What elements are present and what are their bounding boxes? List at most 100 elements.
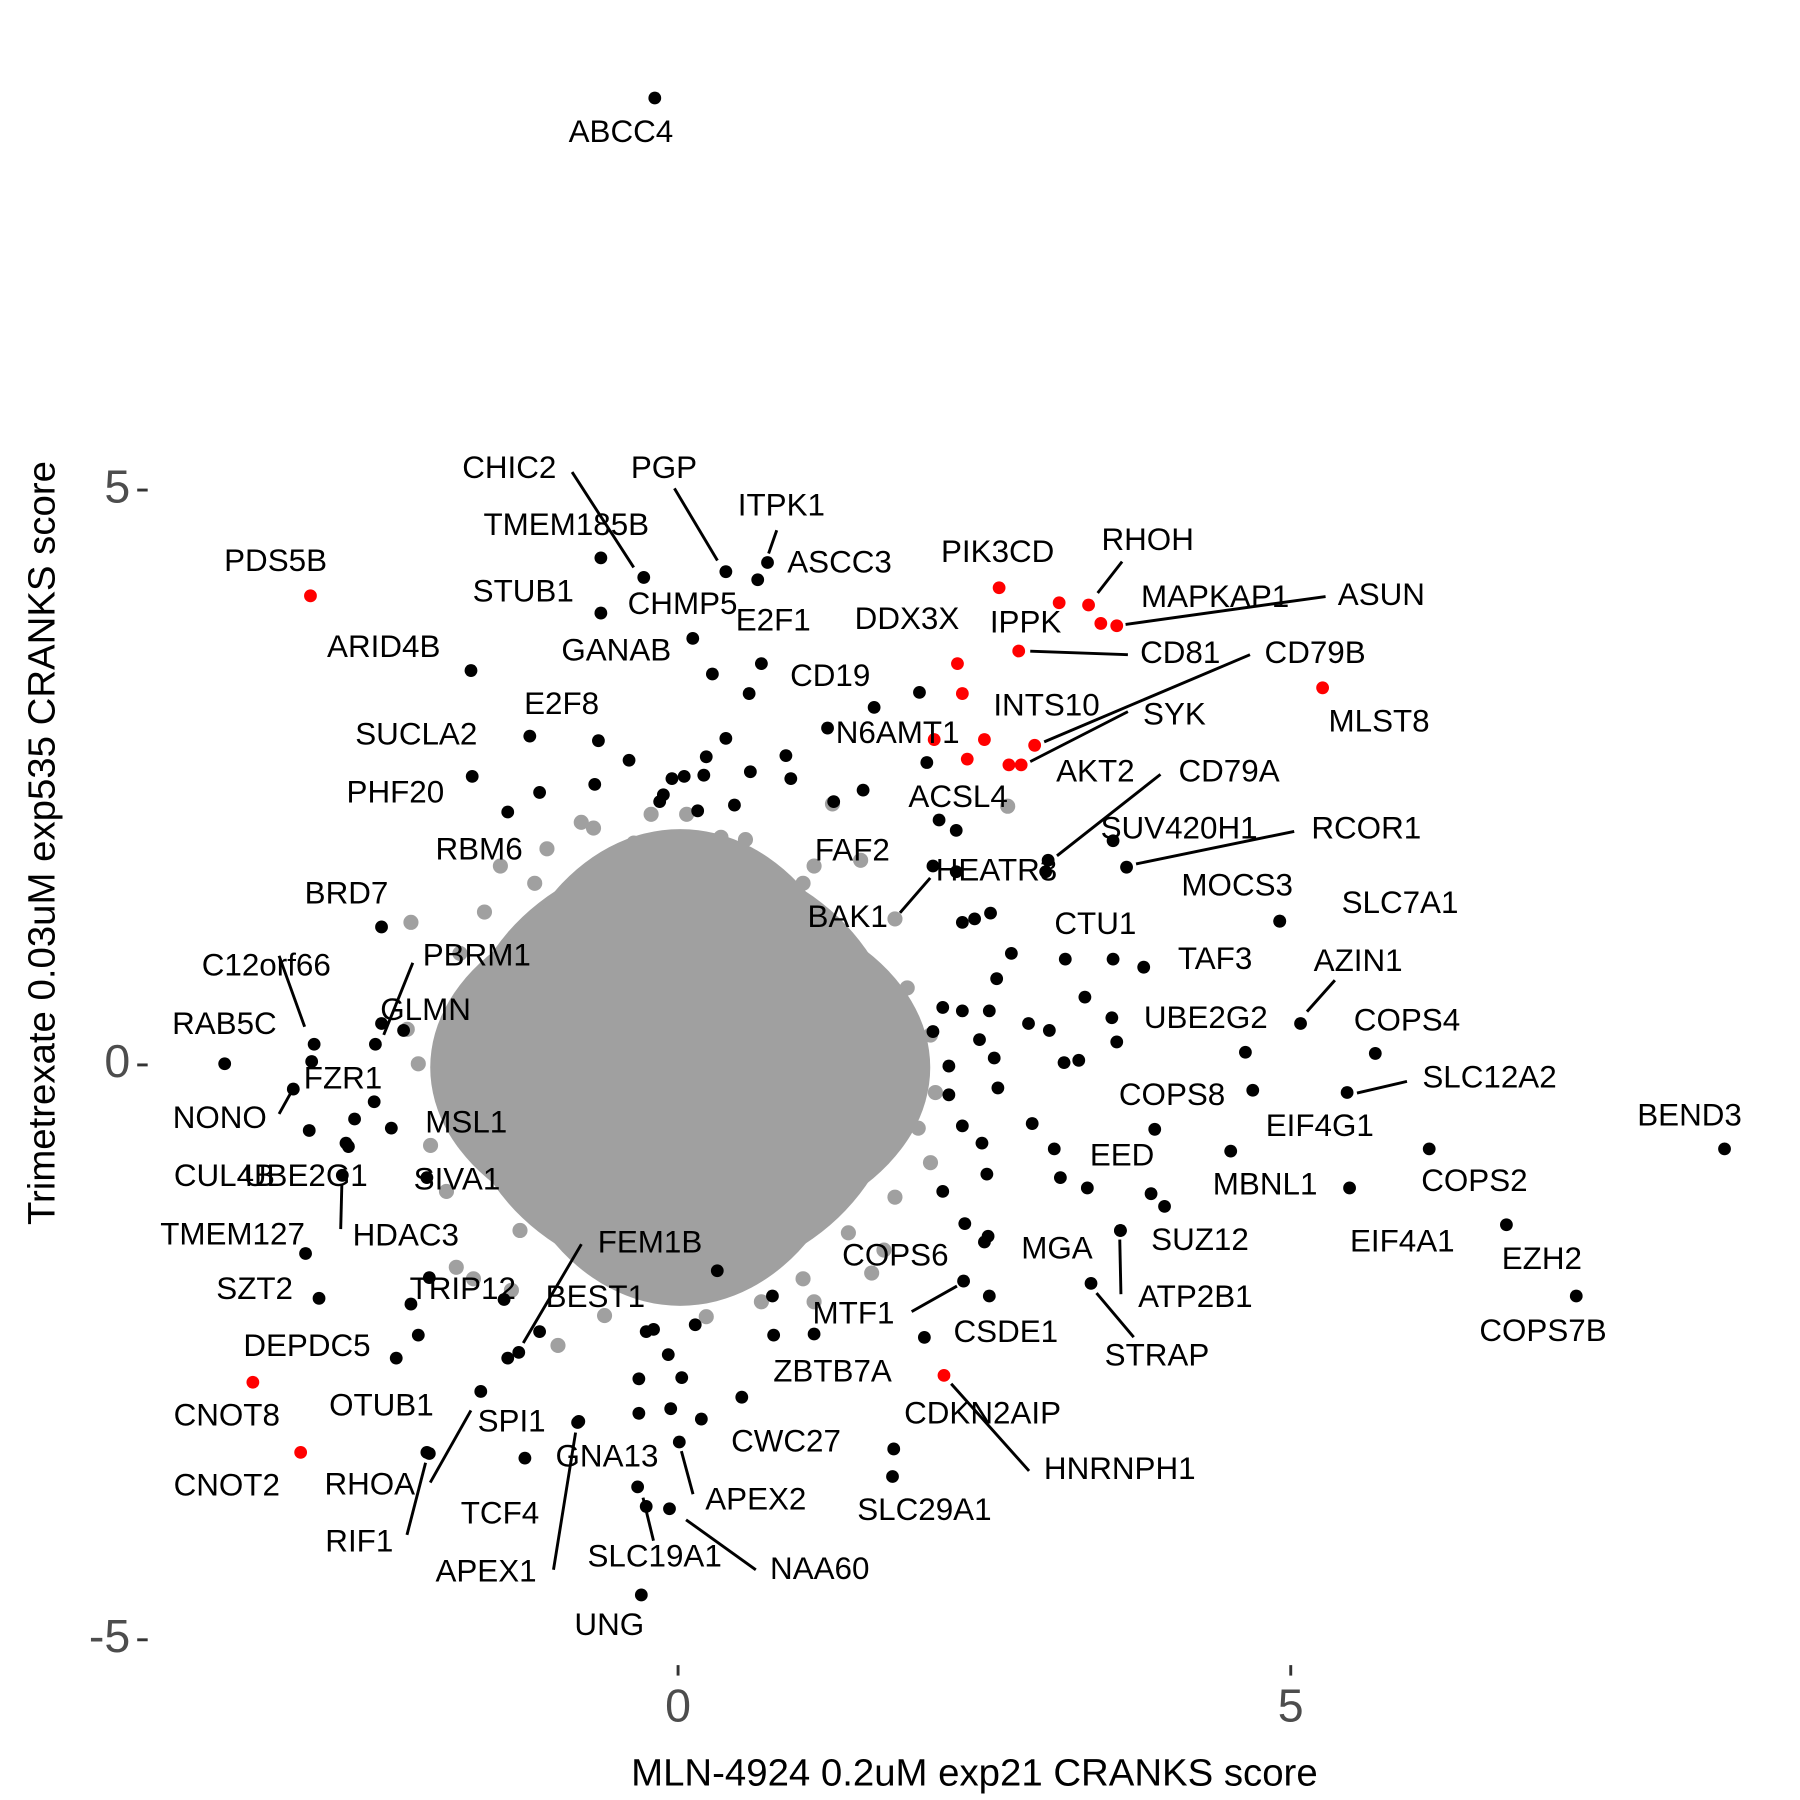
point-label: UNG — [574, 1607, 644, 1642]
point — [1422, 1142, 1436, 1156]
point — [980, 1167, 994, 1181]
point — [991, 1081, 1005, 1095]
x-tick-label: 5 — [1278, 1680, 1304, 1732]
point-label: FEM1B — [598, 1224, 703, 1259]
point-label: SZT2 — [216, 1271, 293, 1306]
point — [1106, 834, 1120, 848]
point-label: SPI1 — [478, 1404, 546, 1439]
point-label: PGP — [631, 450, 697, 485]
point — [710, 1264, 724, 1278]
point — [1000, 798, 1016, 814]
leader-line — [673, 487, 719, 562]
point — [920, 756, 934, 769]
point — [955, 1004, 969, 1018]
point — [539, 841, 555, 857]
point-label: MLST8 — [1328, 704, 1429, 739]
point — [384, 1121, 398, 1135]
point — [957, 1274, 970, 1288]
point — [719, 732, 733, 745]
point — [1042, 1024, 1056, 1037]
point — [742, 687, 756, 700]
point-label: CNOT2 — [174, 1468, 280, 1503]
point-label: MAPKAP1 — [1141, 579, 1289, 614]
dense-point-cloud — [494, 829, 867, 1306]
point — [246, 1375, 260, 1389]
point-label: CUL4B — [174, 1158, 275, 1193]
point — [955, 915, 969, 929]
point-label: ASCC3 — [787, 544, 892, 579]
point-label: DDX3X — [855, 601, 960, 636]
point-label: HNRNPH1 — [1044, 1451, 1196, 1486]
point — [982, 1004, 996, 1018]
point-label: SLC12A2 — [1422, 1059, 1556, 1094]
point — [1084, 1276, 1098, 1290]
point — [1158, 1199, 1171, 1213]
point — [951, 657, 964, 671]
point-label: CWC27 — [731, 1423, 841, 1458]
point-label: PDS5B — [224, 543, 327, 578]
point-label: BEND3 — [1637, 1098, 1742, 1133]
point — [686, 631, 700, 645]
point — [550, 1337, 566, 1354]
point-label: ACSL4 — [908, 779, 1007, 814]
point — [594, 606, 608, 620]
point — [806, 1294, 822, 1310]
point-label: TMEM185B — [483, 507, 649, 542]
point — [661, 1348, 675, 1362]
point — [367, 1095, 381, 1109]
point — [1246, 1083, 1260, 1097]
point — [1012, 644, 1026, 658]
point — [533, 1325, 546, 1339]
point — [735, 1390, 749, 1404]
point — [1041, 853, 1055, 867]
point-label: HEATR3 — [936, 852, 1057, 887]
point — [960, 752, 974, 766]
point — [286, 1082, 300, 1096]
point-label: SLC7A1 — [1342, 885, 1459, 920]
point — [779, 749, 793, 763]
point — [982, 1289, 996, 1303]
point — [299, 1247, 312, 1260]
point — [452, 945, 468, 961]
point — [312, 1291, 326, 1305]
point-label: EIF4G1 — [1266, 1108, 1374, 1143]
point — [949, 865, 963, 879]
point-label: COPS4 — [1354, 1002, 1460, 1037]
point-label: MTF1 — [813, 1295, 895, 1330]
point — [806, 858, 822, 874]
y-axis-title: Trimetrexate 0.03uM exp535 CRANKS score — [20, 461, 63, 1225]
point-label: STUB1 — [473, 573, 574, 608]
point-label: SUV420H1 — [1101, 811, 1258, 846]
point — [992, 581, 1006, 595]
point — [675, 1371, 689, 1385]
point — [464, 664, 478, 677]
point — [1718, 1142, 1731, 1156]
point — [784, 772, 798, 786]
point-label: EIF4A1 — [1350, 1223, 1455, 1258]
point-label: SIVA1 — [414, 1162, 501, 1197]
point — [1002, 758, 1016, 772]
point — [438, 1183, 455, 1199]
point — [1273, 914, 1287, 928]
point — [465, 769, 479, 783]
point — [512, 1345, 526, 1359]
point-label: APEX1 — [435, 1554, 536, 1589]
point-label: BRD7 — [305, 876, 389, 911]
point — [1072, 1053, 1086, 1067]
point — [926, 859, 940, 873]
point — [754, 657, 768, 671]
point — [410, 1056, 426, 1072]
point — [697, 768, 711, 782]
point — [476, 904, 493, 920]
point — [719, 565, 733, 579]
point — [913, 686, 926, 699]
point — [634, 1588, 648, 1602]
point — [588, 777, 602, 791]
point-label: RAB5C — [172, 1006, 277, 1041]
point — [585, 820, 602, 836]
point-label: ZBTB7A — [773, 1354, 892, 1389]
point — [936, 1001, 950, 1014]
point — [1078, 990, 1092, 1004]
point-label: C12orf66 — [202, 948, 331, 983]
point — [307, 1037, 321, 1051]
